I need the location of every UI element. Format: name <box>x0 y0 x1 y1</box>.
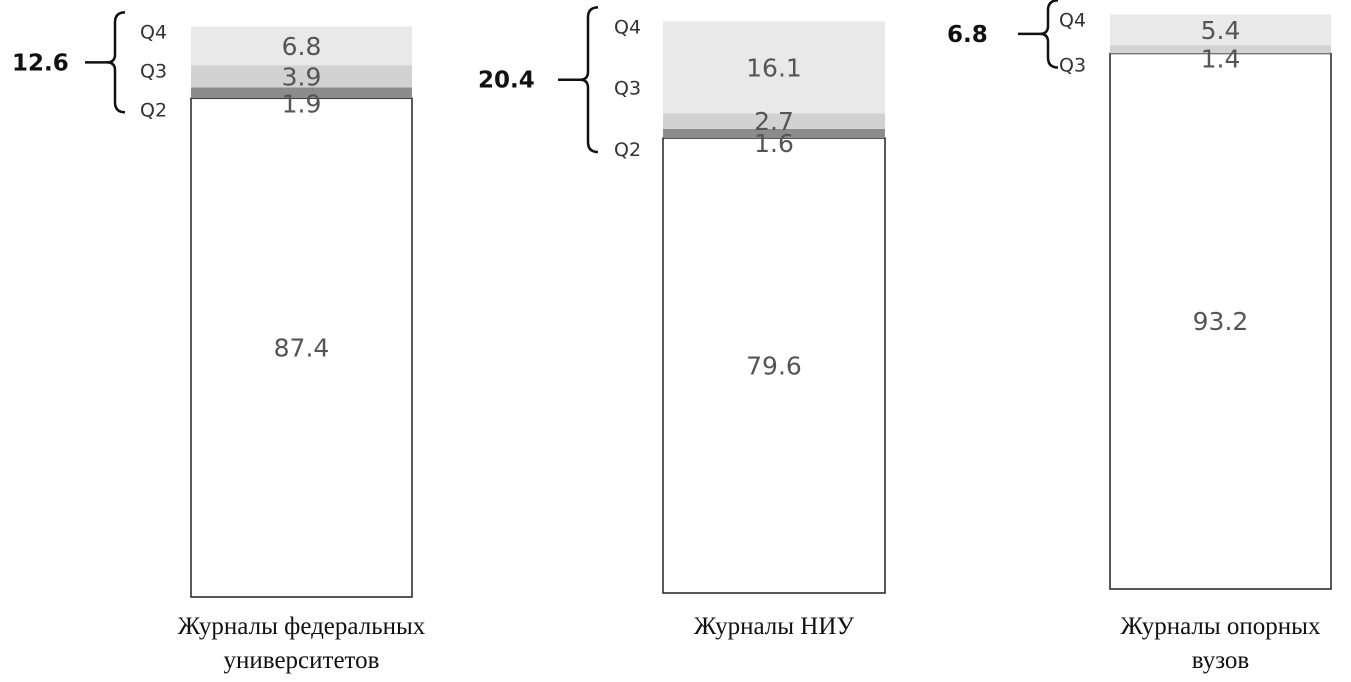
bar-1-segment-q2 <box>191 87 412 99</box>
bar-2-category-label-line-1: Журналы НИУ <box>694 613 855 640</box>
bar-1-segment-q4 <box>191 26 412 66</box>
bar-1-quartile-name-q3: Q3 <box>140 60 167 82</box>
bar-3-quartile-name-q3: Q3 <box>1059 54 1086 76</box>
bar-1-category-label-line-2: университетов <box>224 647 380 674</box>
bar-3-category-label-line-1: Журналы опорных <box>1121 613 1321 640</box>
bar-1-q3-value-label: 3.9 <box>282 62 322 91</box>
bar-2-segment-q3 <box>663 113 885 129</box>
bar-3-q3-value-label: 1.4 <box>1201 44 1241 73</box>
bar-1-base-segment <box>190 97 413 598</box>
bar-2-base-segment <box>662 137 886 594</box>
bar-2-bracket-total: 20.4 <box>478 68 535 94</box>
bar-3-quartile-name-q4: Q4 <box>1059 9 1086 31</box>
bar-1-q4-value-label: 6.8 <box>282 32 322 61</box>
bar-1-q2-value-label: 1.9 <box>282 89 322 118</box>
bar-2-q3-value-label: 2.7 <box>754 107 794 136</box>
bar-1-bracket <box>106 11 126 114</box>
bar-2-quartile-name-q4: Q4 <box>614 16 641 38</box>
bar-1-category-label-line-1: Журналы федеральных <box>178 613 426 640</box>
bar-1-quartile-name-q2: Q2 <box>140 99 167 121</box>
bar-3-bracket <box>1039 0 1059 69</box>
bar-3-base-label: 93.2 <box>1193 307 1249 336</box>
bar-3-q4-value-label: 5.4 <box>1201 16 1241 45</box>
bar-2-q4-value-label: 16.1 <box>746 53 802 82</box>
bar-2-segment-q2 <box>663 128 885 139</box>
bar-3-segment-q3 <box>1110 45 1331 54</box>
bar-2-quartile-name-q2: Q2 <box>614 139 641 161</box>
bar-1-bracket-total: 12.6 <box>12 50 69 76</box>
bar-1-quartile-name-q4: Q4 <box>140 21 167 43</box>
bar-3-base-segment <box>1109 52 1332 590</box>
bar-2-segment-q4 <box>663 21 885 114</box>
bar-3-segment-q4 <box>1110 14 1331 46</box>
bar-2-q2-value-label: 1.6 <box>754 129 794 158</box>
bar-2-base-label: 79.6 <box>746 352 802 381</box>
bar-2-bracket <box>579 6 599 154</box>
bar-3-category-label-line-2: вузов <box>1192 647 1249 674</box>
bar-2-quartile-name-q3: Q3 <box>614 78 641 100</box>
bar-1-base-label: 87.4 <box>274 334 330 363</box>
bar-1-segment-q3 <box>191 65 412 88</box>
bar-3-bracket-total: 6.8 <box>947 22 988 48</box>
